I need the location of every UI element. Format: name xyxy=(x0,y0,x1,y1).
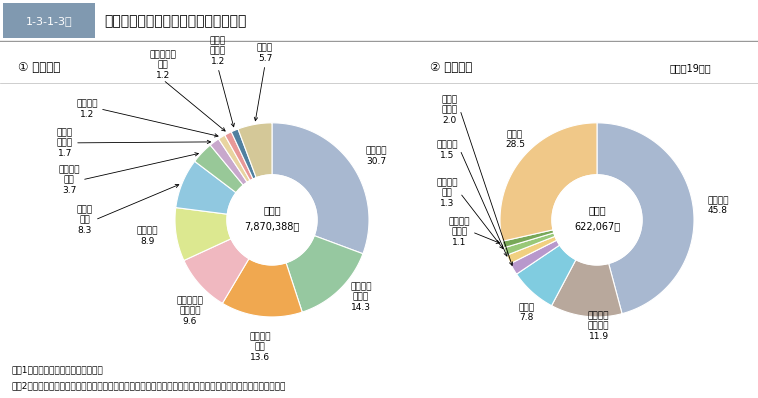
Polygon shape xyxy=(225,132,253,181)
Text: 7,870,388件: 7,870,388件 xyxy=(244,221,299,231)
Circle shape xyxy=(552,175,642,265)
Polygon shape xyxy=(218,135,250,182)
Text: 一時停止
違反
13.6: 一時停止 違反 13.6 xyxy=(249,332,271,362)
Polygon shape xyxy=(552,259,622,317)
Polygon shape xyxy=(504,233,555,255)
Polygon shape xyxy=(222,259,302,317)
Polygon shape xyxy=(597,123,694,314)
Text: 総　数: 総 数 xyxy=(263,205,280,215)
Polygon shape xyxy=(210,139,247,185)
Text: 速度超過
30.7: 速度超過 30.7 xyxy=(365,147,387,166)
Text: 通行区分
違反
3.7: 通行区分 違反 3.7 xyxy=(58,165,80,195)
Text: （平成19年）: （平成19年） xyxy=(670,63,712,73)
Polygon shape xyxy=(195,145,243,193)
Text: ① 告知件数: ① 告知件数 xyxy=(18,61,60,74)
Polygon shape xyxy=(238,123,272,178)
Text: 通行禁止・
制限違反
9.6: 通行禁止・ 制限違反 9.6 xyxy=(177,296,203,326)
Text: その他
28.5: その他 28.5 xyxy=(505,130,525,149)
Text: 速度超過
45.8: 速度超過 45.8 xyxy=(707,196,728,215)
Text: 2「送致件数」のうち，道路交通法違反に係るものは，非反則事件として直接送致手続を執った件数である。: 2「送致件数」のうち，道路交通法違反に係るものは，非反則事件として直接送致手続を… xyxy=(12,382,287,390)
Text: 携帯電話
使用等
14.3: 携帯電話 使用等 14.3 xyxy=(350,282,371,312)
Text: 一時停止
違反
1.3: 一時停止 違反 1.3 xyxy=(437,178,458,208)
Text: 駐停車
違反
8.3: 駐停車 違反 8.3 xyxy=(77,205,93,235)
Text: 酒気帯び
・酒酔い
11.9: 酒気帯び ・酒酔い 11.9 xyxy=(588,311,609,341)
Text: 注　1　警察庁交通局の統計による。: 注 1 警察庁交通局の統計による。 xyxy=(12,365,104,375)
Polygon shape xyxy=(175,208,231,260)
Circle shape xyxy=(227,175,317,265)
Text: 保管場所
法違反
1.1: 保管場所 法違反 1.1 xyxy=(449,217,470,247)
Text: 1-3-1-3図: 1-3-1-3図 xyxy=(26,16,72,26)
Text: 総　数: 総 数 xyxy=(588,205,606,215)
Text: 整備不良
1.2: 整備不良 1.2 xyxy=(77,99,98,119)
Text: 免許証
不携帯
1.2: 免許証 不携帯 1.2 xyxy=(210,36,226,66)
Text: 踏切不
停止等
1.7: 踏切不 停止等 1.7 xyxy=(57,128,73,158)
Polygon shape xyxy=(272,123,369,254)
Polygon shape xyxy=(506,236,557,263)
Polygon shape xyxy=(286,236,363,312)
Bar xyxy=(3,3,95,39)
Polygon shape xyxy=(176,161,236,214)
Text: その他
5.7: その他 5.7 xyxy=(257,43,273,63)
Text: 右左折方法
違反
1.2: 右左折方法 違反 1.2 xyxy=(149,50,177,80)
Text: 免許証
不携帯
2.0: 免許証 不携帯 2.0 xyxy=(442,95,458,125)
Text: 622,067件: 622,067件 xyxy=(574,221,620,231)
Text: 道交違反取締件数の違反態様別構成比: 道交違反取締件数の違反態様別構成比 xyxy=(104,14,246,28)
Text: ② 送致件数: ② 送致件数 xyxy=(430,61,472,74)
Text: 信号無視
8.9: 信号無視 8.9 xyxy=(136,226,158,246)
Text: 無免許
7.8: 無免許 7.8 xyxy=(518,303,535,322)
Polygon shape xyxy=(231,129,256,179)
Text: 信号無視
1.5: 信号無視 1.5 xyxy=(437,140,458,160)
Polygon shape xyxy=(503,230,554,248)
Polygon shape xyxy=(184,239,249,303)
Polygon shape xyxy=(516,245,576,306)
Polygon shape xyxy=(510,240,559,274)
Polygon shape xyxy=(500,123,597,241)
